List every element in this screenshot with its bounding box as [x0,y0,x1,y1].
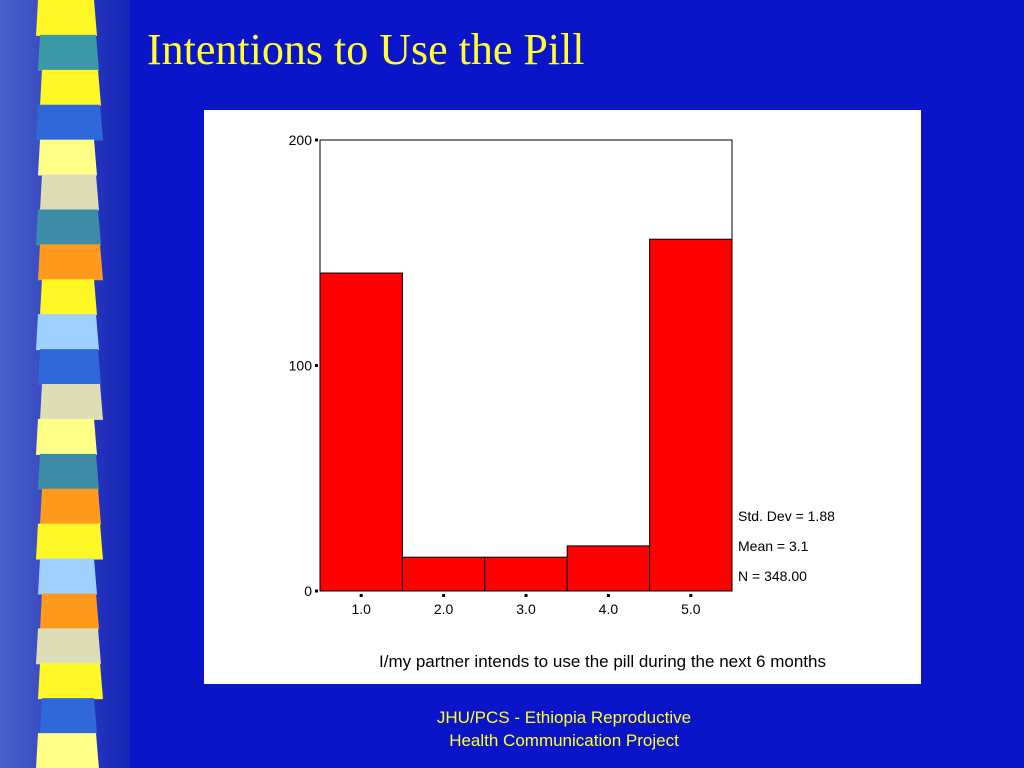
y-tick-mark [315,138,318,142]
histogram-bar-5 [649,238,733,592]
footer-line-2: Health Communication Project [449,731,679,750]
stripe-segment [40,69,101,106]
stripe-segment [40,488,101,525]
x-tick-label: 1.0 [351,601,371,617]
y-tick-mark [315,364,318,367]
x-axis-label: I/my partner intends to use the pill dur… [379,652,826,671]
stat-mean: Mean = 3.1 [738,538,809,554]
histogram-bar-1 [319,272,403,592]
x-tick-mark [606,594,610,597]
decorative-stripe-column [0,0,130,768]
footer-line-1: JHU/PCS - Ethiopia Reproductive [436,708,692,727]
stripe-segment [36,314,99,351]
x-tick-label: 4.0 [599,601,619,617]
stripe-segment [40,174,99,211]
x-tick-mark [359,594,363,597]
stripe-segment [38,663,103,700]
stripe-segment [38,139,97,176]
slide-title: Intentions to Use the Pill [147,25,585,74]
x-tick-mark [442,594,446,597]
stripe-segment [38,558,97,595]
stat-std-dev: Std. Dev = 1.88 [738,508,835,524]
y-tick-label: 200 [289,132,313,148]
histogram-bar-4 [566,545,651,592]
stripe-segment [40,279,97,316]
y-tick-label: 0 [304,583,312,599]
stripe-segment [38,34,99,71]
stripe-segment [36,628,101,665]
x-tick-label: 2.0 [434,601,454,617]
histogram-bar-3 [484,556,568,592]
x-tick-mark [689,594,693,597]
stripe-segment [38,349,101,385]
stripe-segment [40,593,99,630]
x-tick-label: 3.0 [516,601,536,617]
histogram-chart: 1.0 2.0 3.0 4.0 5.0 0 100 200 [289,132,733,617]
stripe-segment [36,104,103,141]
stat-n: N = 348.00 [738,568,807,584]
stripe-segment [36,733,99,768]
histogram-bar-2 [401,556,486,592]
histogram-panel: 1.0 2.0 3.0 4.0 5.0 0 100 200 Std. Dev = 1.88 M… [204,110,921,684]
stripe-segment [36,523,103,560]
x-tick-mark [524,594,528,597]
y-tick-mark [315,589,318,593]
slide-footer: JHU/PCS - Ethiopia Reproductive Health C… [360,706,768,752]
stripe-segment [40,698,97,735]
stripe-segment [40,384,103,420]
stripe-segment [38,453,99,490]
stripe-segment [36,418,97,455]
stripe-segment [36,209,101,246]
y-tick-label: 100 [289,358,313,374]
stripe-segment [36,0,97,36]
x-tick-label: 5.0 [681,601,701,617]
stripe-segment [38,244,103,281]
